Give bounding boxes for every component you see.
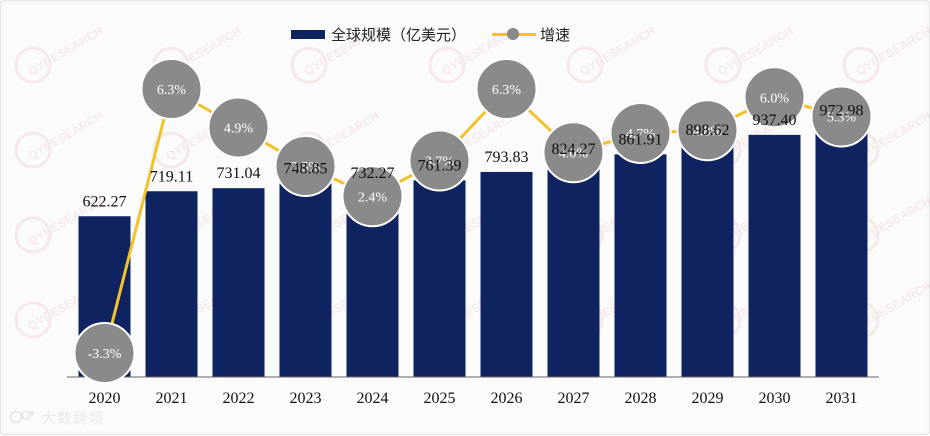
bar-value-label: 731.04 — [217, 165, 261, 182]
x-tick-label: 2023 — [290, 390, 322, 407]
growth-marker — [676, 99, 739, 162]
source-watermark: 大数跨境 — [9, 405, 105, 429]
growth-line-series: -3.3% 6.3% 4.9% 3.5% 2.4% 3.7% 6.3% 4.0% 4.7% 4.8… — [73, 58, 873, 384]
growth-marker — [475, 58, 538, 120]
x-tick-label: 2025 — [424, 390, 456, 407]
x-tick-labels: 2020 2021 2022 2023 2024 2025 2026 2027 2028 2029… — [89, 390, 858, 407]
bar-value-label: 937.40 — [753, 112, 797, 129]
legend-bar-label: 全球规模（亿美元） — [331, 25, 467, 44]
bar-2030 — [748, 134, 801, 377]
growth-marker — [73, 322, 136, 384]
bar-2022 — [212, 188, 265, 377]
bar-2028 — [614, 154, 667, 377]
growth-value-label: -3.3% — [88, 347, 122, 362]
growth-value-label: 4.0% — [559, 146, 589, 161]
growth-value-label: 3.5% — [291, 160, 321, 175]
x-tick-label: 2020 — [89, 390, 121, 407]
legend-line-label: 增速 — [540, 25, 571, 44]
growth-value-label: 6.0% — [760, 91, 790, 106]
legend-item-bar: 全球规模（亿美元） — [291, 24, 466, 45]
x-tick-label: 2024 — [357, 390, 389, 407]
growth-value-label: 6.3% — [492, 83, 522, 98]
bar-value-label: 793.83 — [485, 149, 529, 166]
x-tick-label: 2021 — [156, 390, 188, 407]
bar-value-label: 719.11 — [150, 168, 193, 185]
x-tick-label: 2022 — [223, 390, 255, 407]
growth-value-label: 3.7% — [425, 155, 455, 170]
growth-marker — [609, 102, 672, 164]
x-tick-label: 2030 — [759, 390, 791, 407]
bar-2031 — [815, 125, 868, 378]
growth-marker — [207, 96, 270, 159]
bar-2027 — [547, 164, 600, 377]
bar-2026 — [480, 171, 533, 377]
bar-value-label: 761.39 — [418, 157, 462, 174]
x-tick-label: 2027 — [558, 390, 590, 407]
bar-value-label: 622.27 — [83, 193, 127, 210]
growth-marker — [542, 121, 605, 184]
growth-value-label: 4.8% — [693, 124, 723, 139]
bar-2021 — [145, 191, 198, 377]
watermark-badge: QYRESEARCH — [842, 24, 930, 84]
growth-value-label: 2.4% — [358, 190, 388, 205]
growth-marker — [743, 66, 806, 129]
bar-value-label: 824.27 — [552, 141, 596, 158]
growth-value-label: 4.9% — [224, 122, 254, 137]
bar-2029 — [681, 144, 734, 377]
watermark-badge: QYRESEARCH — [14, 109, 106, 169]
growth-marker — [810, 85, 873, 148]
watermark-logo-icon — [9, 410, 34, 424]
x-tick-label: 2029 — [692, 390, 724, 407]
growth-value-label: 5.3% — [827, 111, 857, 126]
bar-2023 — [279, 183, 332, 377]
growth-marker — [341, 165, 404, 228]
bar-value-label: 861.91 — [619, 131, 663, 148]
watermark-badge: QYRESEARCH — [14, 24, 106, 84]
bar-value-label: 732.27 — [351, 165, 395, 182]
x-tick-label: 2031 — [826, 390, 858, 407]
legend-line-swatch — [492, 27, 537, 41]
bar-value-label: 748.85 — [284, 161, 328, 178]
legend-item-line: 增速 — [492, 24, 570, 45]
legend: 全球规模（亿美元） 增速 — [291, 21, 596, 47]
bar-series — [78, 125, 868, 378]
svg-text:QYRESEARCH: QYRESEARCH — [25, 24, 105, 78]
growth-marker — [408, 129, 471, 192]
bar-value-label: 972.98 — [820, 103, 864, 120]
watermark-text: 大数跨境 — [41, 408, 106, 427]
x-tick-label: 2026 — [491, 390, 523, 407]
growth-marker — [274, 135, 337, 197]
bar-2025 — [413, 180, 466, 377]
growth-value-label: 4.7% — [626, 127, 656, 142]
bar-value-labels: 622.27 719.11 731.04 748.85 732.27 761.39 793.… — [83, 103, 864, 211]
growth-value-label: 6.3% — [157, 83, 187, 98]
x-tick-label: 2028 — [625, 390, 657, 407]
svg-text:QYRESEARCH: QYRESEARCH — [25, 109, 105, 163]
legend-bar-swatch — [291, 29, 325, 39]
bar-value-label: 898.62 — [686, 122, 730, 139]
growth-marker — [140, 58, 203, 120]
svg-text:QYRESEARCH: QYRESEARCH — [853, 24, 930, 78]
